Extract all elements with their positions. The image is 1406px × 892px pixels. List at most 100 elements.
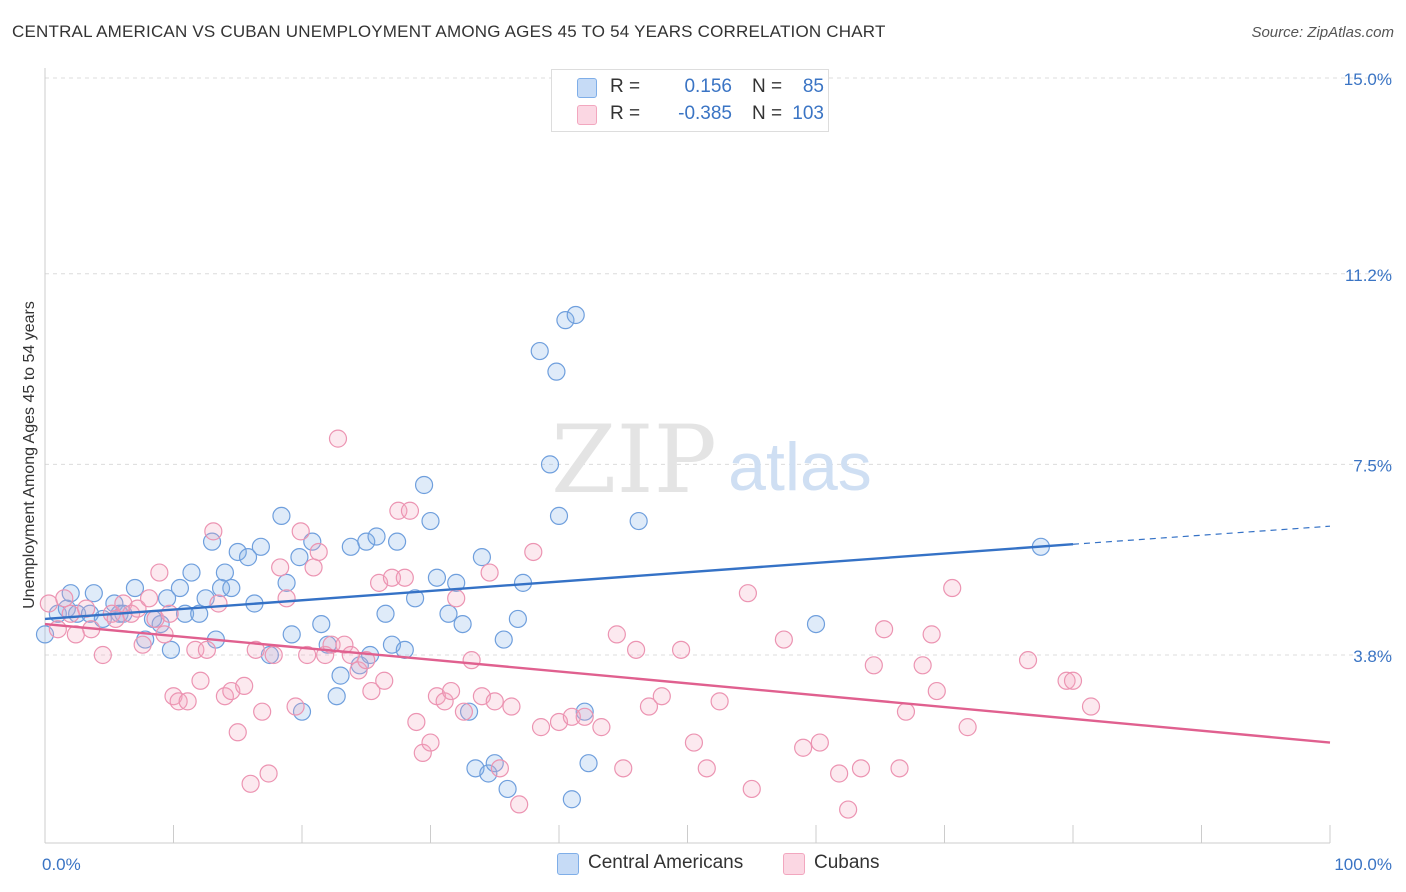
y-tick-label: 3.8%	[1353, 647, 1392, 666]
bottom-legend-swatch-blue	[557, 853, 579, 875]
point-cuban	[626, 640, 646, 659]
point-cuban	[235, 676, 254, 696]
point-central-american	[806, 614, 826, 634]
point-cuban	[794, 738, 813, 757]
legend-r-label: R =	[610, 103, 641, 124]
point-cuban	[277, 589, 296, 608]
point-cuban	[400, 501, 420, 520]
y-axis-title: Unemployment Among Ages 45 to 54 years	[21, 301, 38, 609]
legend-n-label: N =	[752, 76, 783, 97]
point-cuban	[375, 671, 394, 690]
point-cuban	[209, 594, 228, 613]
point-cuban	[246, 640, 265, 659]
point-cuban	[259, 764, 278, 783]
legend-n-value: 103	[792, 103, 824, 124]
point-cuban	[204, 522, 223, 541]
point-cuban	[1057, 671, 1076, 690]
point-cuban	[197, 640, 217, 659]
point-central-american	[453, 614, 472, 634]
point-cuban	[607, 625, 626, 644]
point-cuban	[742, 779, 761, 799]
point-cuban	[61, 604, 80, 623]
point-central-american	[367, 527, 386, 546]
point-cuban	[139, 589, 159, 608]
point-central-american	[251, 537, 270, 556]
point-cuban	[1081, 697, 1101, 716]
point-central-american	[215, 563, 234, 582]
point-cuban	[1018, 651, 1038, 670]
point-central-american	[222, 578, 241, 598]
point-cuban	[362, 681, 381, 701]
point-cuban	[927, 681, 946, 701]
point-central-american	[303, 532, 322, 551]
point-central-american	[136, 630, 155, 649]
point-central-american	[472, 548, 491, 567]
point-central-american	[277, 573, 296, 592]
point-central-american	[508, 609, 527, 629]
point-cuban	[839, 800, 858, 819]
point-central-american	[182, 563, 201, 582]
point-central-american	[341, 537, 360, 556]
bottom-legend-label: Central Americans	[588, 852, 744, 873]
point-cuban	[421, 733, 440, 752]
point-cuban	[150, 563, 169, 582]
point-central-american	[84, 584, 103, 603]
point-cuban	[592, 718, 611, 737]
point-cuban	[309, 542, 328, 562]
point-cuban	[890, 759, 909, 778]
point-central-american	[228, 542, 247, 562]
point-cuban	[271, 558, 290, 577]
point-cuban	[774, 630, 793, 649]
point-central-american	[485, 754, 504, 773]
point-cuban	[341, 645, 360, 665]
y-tick-label: 7.5%	[1353, 456, 1392, 475]
watermark-zip: ZIP	[551, 406, 717, 515]
point-cuban	[922, 625, 941, 644]
point-cuban	[671, 640, 691, 659]
point-cuban	[851, 759, 871, 778]
point-cuban	[913, 656, 932, 675]
y-tick-label: 11.2%	[1345, 266, 1392, 285]
point-cuban	[39, 594, 58, 613]
point-cuban	[510, 795, 529, 814]
point-cuban	[958, 718, 977, 737]
point-cuban	[943, 578, 962, 598]
legend-n-label: N =	[752, 103, 783, 124]
point-cuban	[164, 687, 183, 706]
point-cuban	[575, 707, 594, 726]
point-cuban	[441, 681, 461, 701]
point-central-american	[405, 589, 425, 608]
point-central-american	[540, 455, 560, 474]
point-central-american	[549, 506, 569, 526]
x-tick-label: 100.0%	[1334, 855, 1392, 874]
y-tick-label: 15.0%	[1344, 70, 1392, 89]
point-central-american	[579, 754, 598, 773]
point-central-american	[282, 625, 301, 644]
point-central-american	[629, 511, 648, 531]
point-central-american	[260, 645, 279, 665]
point-central-american	[327, 687, 346, 706]
point-cuban	[480, 563, 499, 582]
point-central-american	[151, 614, 170, 634]
point-cuban	[485, 692, 504, 711]
watermark: ZIP atlas	[551, 406, 872, 515]
point-central-american	[566, 305, 585, 325]
legend-r-value: -0.385	[678, 103, 732, 124]
point-cuban	[810, 733, 829, 752]
point-cuban	[382, 568, 402, 587]
point-cuban	[502, 697, 521, 716]
point-central-american	[157, 589, 177, 608]
point-cuban	[228, 723, 247, 742]
point-cuban	[1063, 671, 1083, 690]
point-cuban	[447, 589, 466, 608]
point-cuban	[454, 702, 474, 721]
point-central-american	[125, 578, 145, 598]
point-cuban	[178, 692, 197, 711]
point-cuban	[395, 568, 414, 587]
axes	[44, 68, 1331, 844]
trend-line-central-americans	[44, 543, 1074, 621]
point-cuban	[490, 759, 509, 778]
point-central-american	[439, 604, 458, 623]
point-cuban	[652, 687, 671, 706]
point-cuban	[684, 733, 704, 752]
